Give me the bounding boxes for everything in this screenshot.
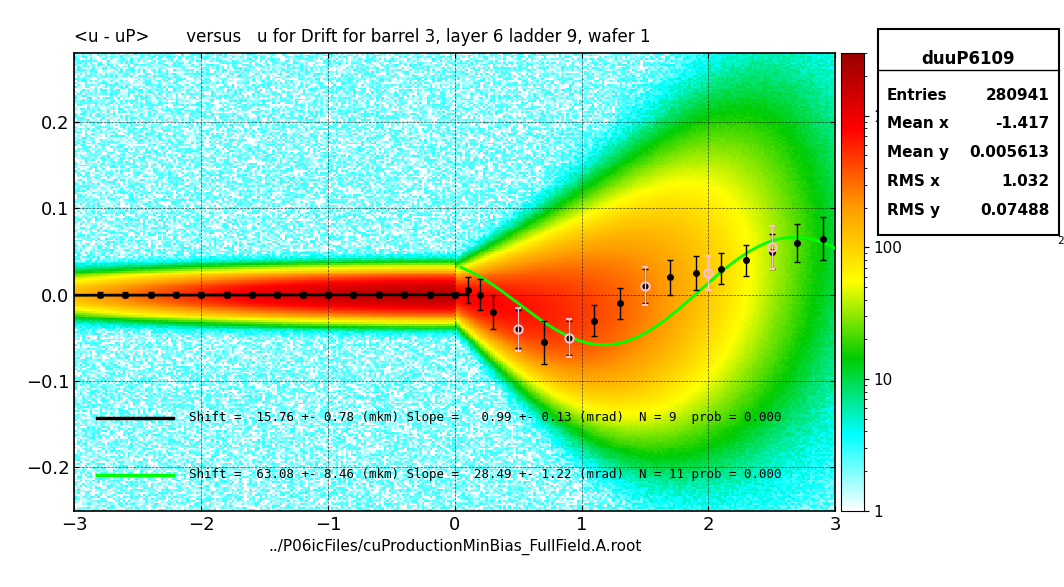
Text: 0.07488: 0.07488: [980, 203, 1049, 218]
Text: Entries: Entries: [886, 87, 947, 103]
Text: Mean x: Mean x: [886, 116, 949, 131]
X-axis label: ../P06icFiles/cuProductionMinBias_FullField.A.root: ../P06icFiles/cuProductionMinBias_FullFi…: [268, 539, 642, 555]
Text: RMS y: RMS y: [886, 203, 940, 218]
Text: 0.005613: 0.005613: [969, 145, 1049, 160]
Text: $^2$: $^2$: [1057, 238, 1064, 253]
Text: Shift =  63.08 +- 8.46 (mkm) Slope =  28.49 +- 1.22 (mrad)  N = 11 prob = 0.000: Shift = 63.08 +- 8.46 (mkm) Slope = 28.4…: [188, 468, 781, 481]
Text: duuP6109: duuP6109: [921, 50, 1015, 68]
Text: Shift =  15.76 +- 0.78 (mkm) Slope =   0.99 +- 0.13 (mrad)  N = 9  prob = 0.000: Shift = 15.76 +- 0.78 (mkm) Slope = 0.99…: [188, 411, 781, 424]
Text: <u - uP>       versus   u for Drift for barrel 3, layer 6 ladder 9, wafer 1: <u - uP> versus u for Drift for barrel 3…: [74, 28, 651, 46]
Text: Mean y: Mean y: [886, 145, 949, 160]
Text: 280941: 280941: [986, 87, 1049, 103]
Text: 1.032: 1.032: [1001, 174, 1049, 189]
Text: RMS x: RMS x: [886, 174, 940, 189]
Text: -1.417: -1.417: [996, 116, 1049, 131]
